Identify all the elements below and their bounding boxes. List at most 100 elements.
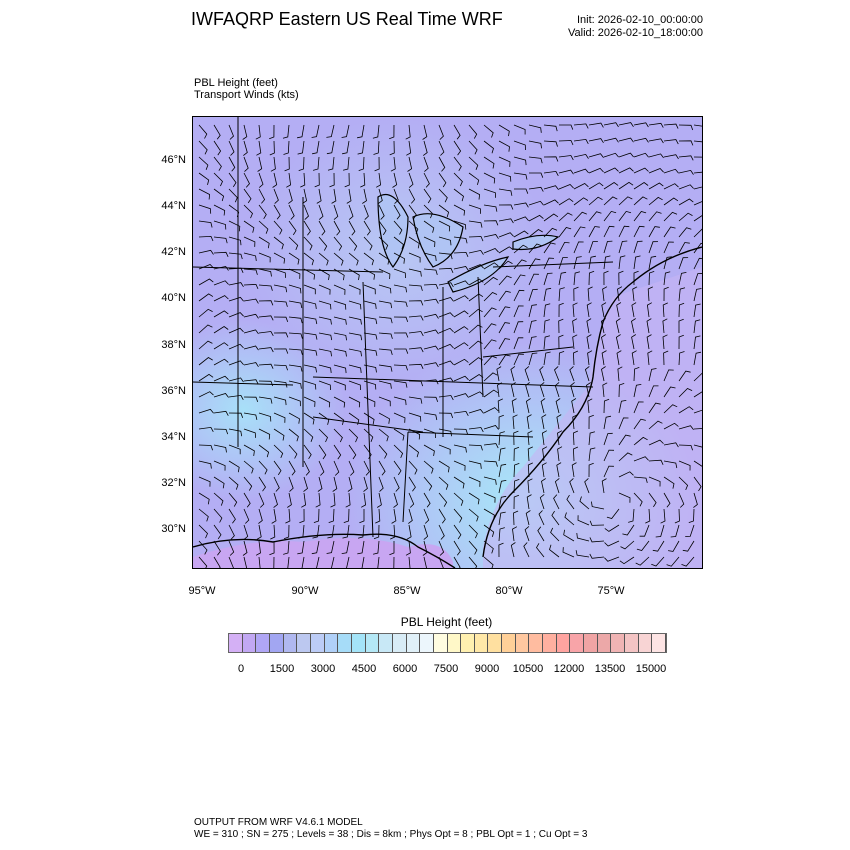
wind-barb: [542, 446, 548, 462]
wind-barb: [347, 476, 353, 492]
wind-barb: [525, 510, 531, 526]
wind-barb: [604, 556, 620, 562]
wind-barb: [541, 478, 546, 494]
wind-barb: [663, 404, 678, 414]
wind-barb: [288, 188, 293, 204]
wind-barb: [407, 156, 413, 172]
wind-barb: [390, 156, 396, 172]
wind-barb: [483, 524, 495, 538]
wind-barb: [378, 380, 392, 389]
wind-barb: [408, 331, 424, 337]
wind-barb: [498, 156, 511, 167]
wind-barb: [693, 273, 703, 286]
wind-barb: [685, 524, 695, 537]
wind-barb: [468, 124, 478, 139]
wind-barb: [332, 476, 338, 492]
wind-barb: [483, 339, 497, 350]
wind-barb: [543, 170, 559, 176]
wind-barb: [408, 396, 423, 404]
wind-barb: [408, 444, 419, 458]
wind-barb: [678, 212, 693, 222]
wind-barb: [562, 547, 575, 558]
wind-barb: [558, 287, 565, 302]
wind-barb: [543, 351, 551, 366]
wind-barb: [528, 273, 539, 286]
wind-barb: [678, 444, 693, 451]
wind-barb: [584, 366, 590, 382]
wind-barb: [393, 444, 404, 459]
wind-barb: [273, 396, 287, 406]
wind-barb: [558, 184, 574, 190]
wind-barb: [258, 315, 274, 321]
wind-barb: [651, 556, 665, 567]
wind-barb: [273, 268, 286, 278]
wind-barb: [632, 286, 638, 302]
wind-barb: [498, 354, 511, 366]
wind-barb: [406, 524, 412, 540]
wind-barb: [348, 348, 362, 357]
wind-barb: [333, 204, 339, 220]
wind-barb: [393, 188, 399, 204]
wind-barb: [213, 492, 224, 506]
init-time: Init: 2026-02-10_00:00:00: [577, 14, 703, 26]
wind-barb: [438, 220, 451, 232]
wind-barb: [394, 348, 409, 354]
wind-barb: [198, 492, 210, 505]
wind-barb: [555, 398, 561, 414]
wind-barb: [498, 463, 507, 478]
wind-barb: [393, 476, 400, 492]
wind-barb: [618, 270, 624, 286]
colorbar-box: [474, 634, 489, 652]
wind-barb: [588, 196, 603, 206]
wind-barb: [303, 300, 317, 309]
wind-barb: [288, 220, 297, 236]
wind-barb: [468, 278, 484, 286]
time-info: Init: 2026-02-10_00:00:00 Valid: 2026-02…: [568, 14, 703, 40]
wind-barb: [333, 236, 343, 251]
wind-barb: [589, 537, 605, 543]
wind-barb: [228, 492, 238, 507]
wind-barb: [288, 252, 300, 265]
wind-barb: [438, 360, 454, 366]
lon-label: 75°W: [597, 585, 625, 597]
wind-barb: [363, 380, 377, 390]
wind-barb: [453, 295, 469, 302]
wind-barb: [633, 211, 647, 222]
wind-barb: [498, 172, 512, 182]
wind-barb: [556, 414, 562, 430]
wind-barb: [543, 156, 559, 162]
wind-barb: [358, 156, 365, 171]
wind-barb: [408, 268, 422, 277]
wind-barb: [573, 138, 589, 144]
colorbar-label: 7500: [433, 663, 459, 675]
model-info: OUTPUT FROM WRF V4.6.1 MODEL: [194, 817, 363, 828]
wind-barb: [393, 316, 409, 323]
colorbar-box: [433, 634, 448, 652]
wind-barb: [438, 492, 448, 507]
wind-barb: [423, 396, 439, 403]
wind-barb: [273, 236, 284, 250]
state-borders: [192, 117, 614, 538]
wind-barb: [588, 462, 594, 478]
wind-barb: [618, 152, 634, 158]
wind-barb: [228, 327, 244, 334]
wind-barb: [633, 137, 649, 143]
wind-barb: [198, 156, 209, 170]
wind-barb: [389, 124, 395, 140]
great-lakes: [377, 193, 560, 293]
wind-barb: [498, 275, 512, 286]
wind-barb: [633, 492, 643, 507]
wind-barb: [213, 375, 229, 382]
wind-barb: [557, 430, 563, 446]
wind-barb: [258, 444, 270, 458]
wind-barb: [483, 156, 495, 169]
wind-barb: [663, 476, 675, 489]
wind-barb: [438, 236, 452, 246]
wind-barb: [303, 460, 310, 476]
wind-barb: [498, 260, 513, 270]
wind-barb: [438, 124, 444, 140]
wind-barb: [284, 156, 290, 172]
wind-barb: [513, 430, 519, 446]
wind-barb: [498, 431, 505, 446]
wind-barb: [468, 476, 481, 487]
